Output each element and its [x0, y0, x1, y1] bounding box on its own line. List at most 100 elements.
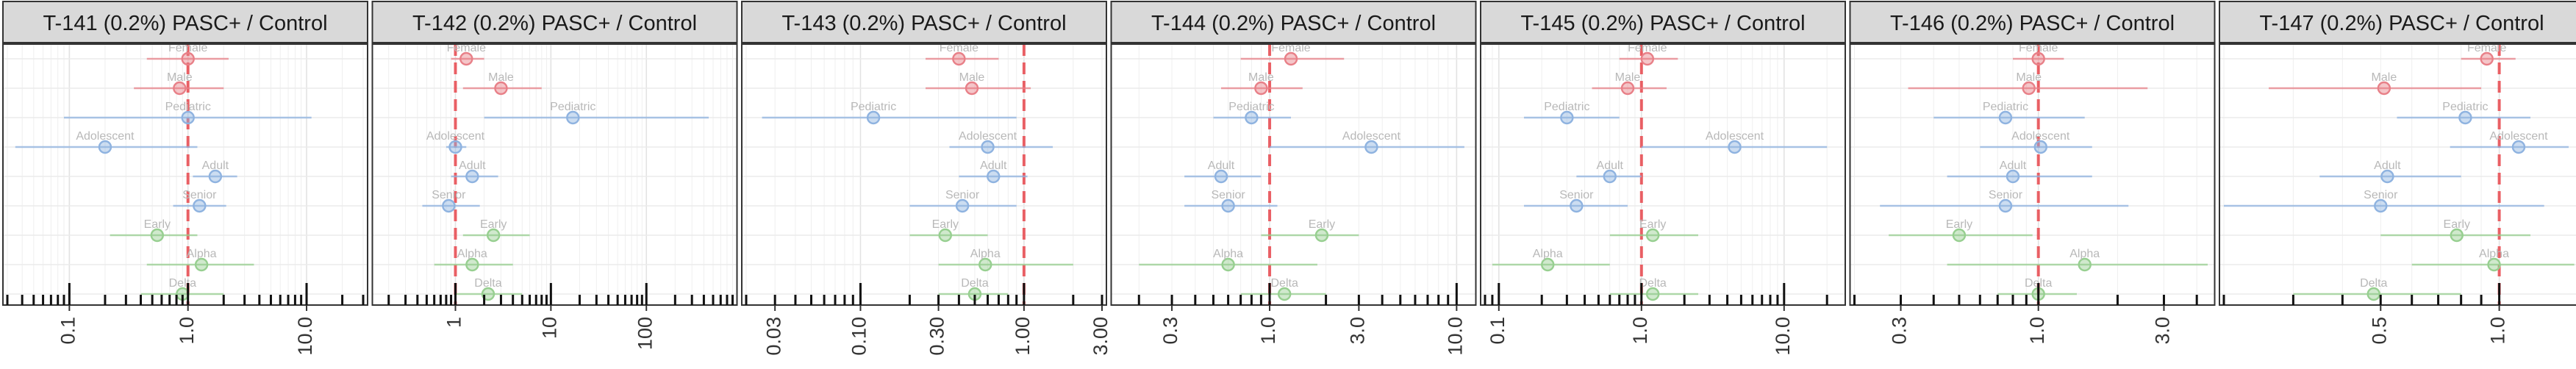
- point-label: Adult: [1208, 160, 1235, 172]
- point-label: Adult: [980, 160, 1007, 172]
- facet-title: T-145 (0.2%) PASC+ / Control: [1520, 12, 1805, 35]
- axis-tick-label: 10.0: [294, 317, 316, 356]
- facet-title: T-146 (0.2%) PASC+ / Control: [1890, 12, 2175, 35]
- point-label: Pediatric: [851, 101, 896, 113]
- point-label: Adolescent: [426, 130, 485, 143]
- axis-tick-label: 0.03: [762, 317, 784, 356]
- facet-strip: [1849, 1, 2216, 43]
- facet-title: T-147 (0.2%) PASC+ / Control: [2259, 12, 2544, 35]
- axis-tick-label: 0.3: [1889, 317, 1911, 345]
- facet-strip: [2, 1, 368, 43]
- point-label: Senior: [2364, 189, 2398, 201]
- data-point: [2480, 51, 2494, 66]
- point-label: Female: [940, 42, 978, 54]
- data-point: [2078, 257, 2092, 272]
- axis-tick-label: 0.1: [1486, 317, 1509, 345]
- axis-tick-label: 3.0: [1347, 317, 1369, 345]
- point-label: Female: [2019, 42, 2058, 54]
- axis-tick-label: 1.0: [176, 317, 198, 345]
- facet-title: T-143 (0.2%) PASC+ / Control: [781, 12, 1066, 35]
- point-label: Senior: [1559, 189, 1594, 201]
- axis-tick-label: 10: [538, 317, 560, 339]
- point-label: Senior: [432, 189, 466, 201]
- point-label: Pediatric: [165, 101, 211, 113]
- data-point: [1364, 140, 1378, 154]
- point-label: Senior: [1211, 189, 1245, 201]
- point-label: Delta: [961, 277, 988, 290]
- facet-strip: [1110, 1, 1477, 43]
- point-label: Early: [144, 218, 171, 231]
- data-point: [1245, 110, 1259, 125]
- point-label: Delta: [169, 277, 196, 290]
- point-label: Adolescent: [2489, 130, 2548, 143]
- point-label: Adolescent: [1342, 130, 1401, 143]
- point-label: Adult: [2000, 160, 2027, 172]
- axis-tick-label: 1.0: [2487, 317, 2509, 345]
- facet-strip: [741, 1, 1107, 43]
- point-label: Senior: [945, 189, 980, 201]
- data-point: [448, 140, 462, 154]
- data-point: [2022, 81, 2036, 96]
- axis-tick-label: 10.0: [1444, 317, 1466, 356]
- data-point: [2380, 169, 2394, 184]
- data-point: [494, 81, 508, 96]
- data-point: [442, 198, 456, 213]
- data-point: [1952, 228, 1967, 243]
- point-label: Senior: [182, 189, 217, 201]
- point-label: Adult: [459, 160, 486, 172]
- data-point: [193, 198, 207, 213]
- data-point: [978, 257, 992, 272]
- data-point: [952, 51, 966, 66]
- axis-tick-label: 3.0: [2152, 317, 2174, 345]
- data-point: [1541, 257, 1555, 272]
- point-label: Early: [1946, 218, 1972, 231]
- axis-tick-label: 1: [443, 317, 465, 328]
- axis-tick-label: 0.5: [2368, 317, 2390, 345]
- facet-title: T-144 (0.2%) PASC+ / Control: [1151, 12, 1436, 35]
- facet-strip: [1480, 1, 1846, 43]
- data-point: [2377, 81, 2391, 96]
- data-point: [1645, 287, 1660, 301]
- point-label: Adolescent: [2011, 130, 2070, 143]
- point-label: Adult: [1597, 160, 1624, 172]
- data-point: [1221, 198, 1235, 213]
- point-label: Early: [480, 218, 507, 231]
- data-point: [194, 257, 209, 272]
- point-label: Delta: [2360, 277, 2387, 290]
- panel-border: [1849, 43, 2216, 306]
- point-label: Female: [2467, 42, 2506, 54]
- data-point: [486, 228, 501, 243]
- point-label: Alpha: [1213, 248, 1243, 260]
- facet-title: T-142 (0.2%) PASC+ / Control: [412, 12, 697, 35]
- point-label: Male: [2372, 71, 2397, 84]
- facet-strip: [2219, 1, 2576, 43]
- panel-border: [741, 43, 1107, 306]
- point-label: Alpha: [187, 248, 217, 260]
- panel-background: [742, 44, 1106, 305]
- point-label: Alpha: [970, 248, 1001, 260]
- point-label: Early: [2444, 218, 2470, 231]
- data-point: [1214, 169, 1228, 184]
- axis-tick-label: 0.1: [57, 317, 79, 345]
- panel-background: [1481, 44, 1845, 305]
- panel-background: [2219, 44, 2576, 305]
- point-label: Male: [1248, 71, 1274, 84]
- axis-tick-label: 0.30: [926, 317, 948, 356]
- data-point: [2031, 51, 2045, 66]
- data-point: [181, 110, 195, 125]
- data-point: [181, 51, 195, 66]
- point-label: Senior: [1989, 189, 2023, 201]
- data-point: [459, 51, 473, 66]
- data-point: [2458, 110, 2472, 125]
- point-label: Male: [1615, 71, 1641, 84]
- point-label: Male: [959, 71, 985, 84]
- axis-tick-label: 0.10: [848, 317, 870, 356]
- data-point: [2511, 140, 2526, 154]
- data-point: [955, 198, 970, 213]
- point-label: Adolescent: [76, 130, 135, 143]
- panel-background: [372, 44, 737, 305]
- data-point: [208, 169, 223, 184]
- point-label: Female: [1628, 42, 1667, 54]
